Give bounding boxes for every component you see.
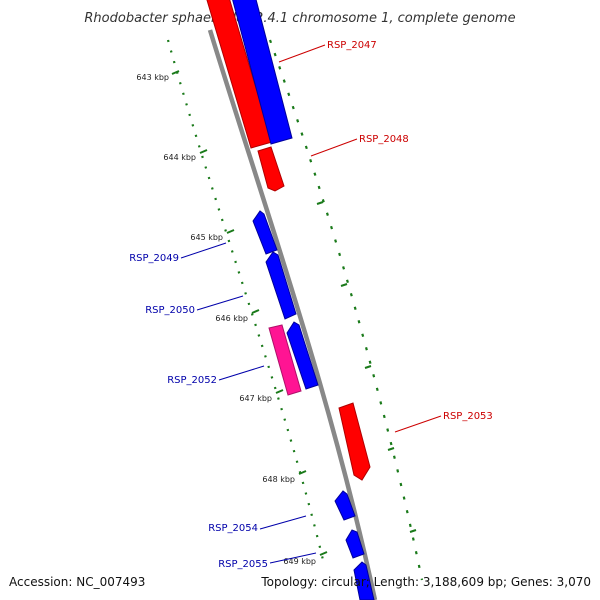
tick-mark	[409, 529, 417, 533]
gene-rsp-2048[interactable]	[257, 146, 285, 192]
footer-accession: Accession: NC_007493	[9, 575, 145, 589]
gene-label-rsp-2052[interactable]: RSP_2052	[167, 375, 217, 386]
tick-mark	[199, 149, 208, 154]
gene-rsp-2049[interactable]	[252, 210, 278, 255]
leader-rsp-2050	[196, 295, 244, 311]
chromosome-backbone	[207, 29, 378, 600]
scale-ticks: 643 kbp 644 kbp 645 kbp 646 kbp 647 kbp …	[136, 70, 417, 566]
tick-label-649: 649 kbp	[283, 557, 316, 566]
tick-mark	[316, 201, 324, 205]
tick-mark	[298, 470, 307, 475]
gene-blue-adjacent[interactable]	[230, 0, 293, 145]
tick-mark	[171, 70, 180, 75]
leader-rsp-2054	[259, 515, 307, 530]
tick-label-648: 648 kbp	[262, 475, 295, 484]
footer-summary: Topology: circular; Length: 3,188,609 bp…	[260, 575, 591, 589]
leader-rsp-2055	[269, 552, 317, 564]
gene-rsp-2052[interactable]	[268, 324, 302, 396]
tick-mark	[364, 365, 372, 369]
tick-label-643: 643 kbp	[136, 73, 169, 82]
leader-rsp-2052	[218, 365, 265, 381]
gene-labels: RSP_2047 RSP_2048 RSP_2049 RSP_2050 RSP_…	[129, 40, 493, 570]
tick-mark	[226, 229, 235, 234]
genes	[206, 0, 375, 600]
gene-rsp-2054[interactable]	[334, 490, 356, 521]
gene-rsp-2051[interactable]	[286, 321, 319, 390]
tick-mark	[275, 389, 284, 394]
tick-label-644: 644 kbp	[163, 153, 196, 162]
gene-rsp-2050[interactable]	[265, 251, 297, 320]
leader-rsp-2049	[180, 242, 227, 259]
scale-dots	[166, 39, 424, 581]
gene-label-rsp-2050[interactable]: RSP_2050	[145, 305, 195, 316]
gene-label-rsp-2055[interactable]: RSP_2055	[218, 559, 268, 570]
gene-label-rsp-2049[interactable]: RSP_2049	[129, 253, 179, 264]
gene-label-rsp-2048[interactable]: RSP_2048	[359, 134, 409, 145]
tick-mark	[251, 309, 260, 314]
tick-mark	[319, 551, 328, 556]
tick-mark	[387, 447, 395, 451]
leader-rsp-2047	[278, 44, 326, 63]
leader-rsp-2048	[310, 138, 358, 157]
gene-rsp-2053[interactable]	[338, 402, 371, 481]
gene-label-rsp-2054[interactable]: RSP_2054	[208, 523, 258, 534]
tick-label-647: 647 kbp	[239, 394, 272, 403]
tick-label-646: 646 kbp	[215, 314, 248, 323]
gene-label-rsp-2047[interactable]: RSP_2047	[327, 40, 377, 51]
map-title: Rhodobacter sphaeroides 2.4.1 chromosome…	[84, 11, 515, 26]
gene-rsp-2055[interactable]	[345, 529, 365, 559]
inner-scale-arc	[166, 39, 325, 561]
gene-label-rsp-2053[interactable]: RSP_2053	[443, 411, 493, 422]
tick-mark	[340, 283, 348, 287]
tick-label-645: 645 kbp	[190, 233, 223, 242]
gene-leaders	[180, 44, 442, 564]
gene-partial-bottom[interactable]	[353, 561, 375, 600]
leader-rsp-2053	[394, 415, 442, 433]
